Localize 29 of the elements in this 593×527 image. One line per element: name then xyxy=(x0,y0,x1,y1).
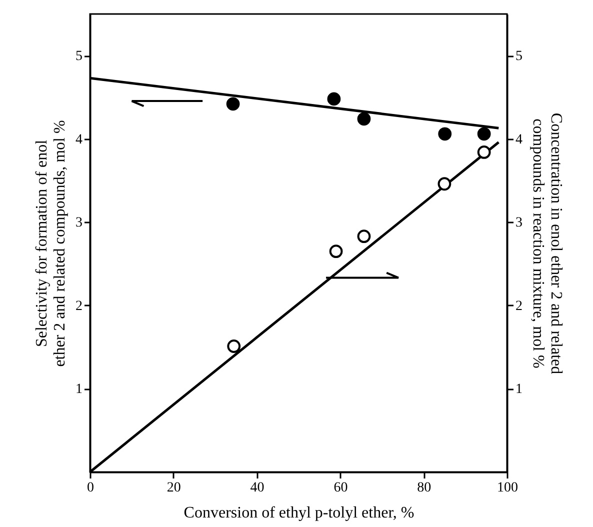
y2-tick-label: 5 xyxy=(516,49,522,64)
y-tick-label: 4 xyxy=(76,132,82,148)
point xyxy=(477,127,491,141)
y2-tick-label: 1 xyxy=(516,382,522,398)
x-tick-label: 100 xyxy=(497,480,518,496)
x-axis-title: Conversion of ethyl p-tolyl ether, % xyxy=(184,504,414,522)
y-axis-title: Selectivity for formation of enol ether 2 and related compounds, mol % xyxy=(34,120,68,367)
x-tick-label: 80 xyxy=(417,480,432,496)
point xyxy=(227,340,241,353)
x-tick-label: 0 xyxy=(87,480,94,496)
point xyxy=(357,230,371,244)
y-tick-label: 2 xyxy=(76,298,82,314)
point xyxy=(438,127,452,141)
y-tick-label: 1 xyxy=(76,382,82,398)
y2-axis-title: Concentration in enol ether 2 and related compounds in reaction mixture, mol % xyxy=(530,112,564,374)
x-tick-label: 20 xyxy=(166,480,181,496)
point xyxy=(327,92,341,106)
point xyxy=(357,112,371,126)
y-tick-label: 3 xyxy=(76,216,82,231)
y2-tick-label: 3 xyxy=(516,216,522,231)
point xyxy=(438,177,452,191)
y2-tick-label: 4 xyxy=(516,132,522,148)
y-tick-label: 5 xyxy=(76,49,82,64)
x-tick-label: 60 xyxy=(334,480,348,496)
y2-tick-label: 2 xyxy=(516,298,522,314)
x-tick-label: 40 xyxy=(250,480,264,496)
point xyxy=(477,146,491,159)
point xyxy=(226,97,240,111)
point xyxy=(329,244,343,258)
